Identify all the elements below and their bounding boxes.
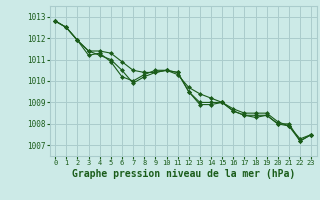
X-axis label: Graphe pression niveau de la mer (hPa): Graphe pression niveau de la mer (hPa) xyxy=(72,169,295,179)
